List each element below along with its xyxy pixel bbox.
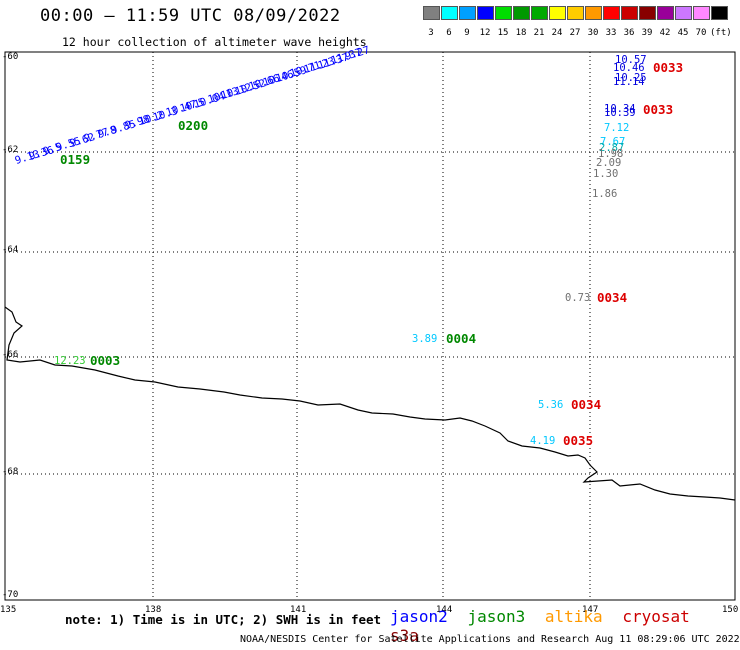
color-scale-label: 27 <box>569 28 581 38</box>
lat-label: -70 <box>2 590 19 600</box>
color-scale-label: 70 <box>695 28 707 38</box>
color-scale-swatch <box>657 6 674 20</box>
legend-jason3: jason3 <box>467 607 526 626</box>
color-scale-label: 36 <box>623 28 635 38</box>
color-scale-swatch <box>639 6 656 20</box>
wave-height-value: 1.86 <box>592 188 618 200</box>
wave-height-value: 2.09 <box>596 157 622 169</box>
color-scale-label: 6 <box>446 28 452 38</box>
color-scale-swatch <box>567 6 584 20</box>
color-scale-swatch <box>423 6 440 20</box>
wave-height-value: 3.89 <box>412 333 438 345</box>
color-scale: 3 6 9 12 15 18 21 24 27 30 33 36 39 42 45 70 (ft) <box>423 6 732 38</box>
lat-label: -64 <box>2 245 19 255</box>
color-scale-label: 39 <box>641 28 653 38</box>
wave-height-value: 1.98 <box>598 148 624 160</box>
color-scale-label: (ft) <box>710 28 732 38</box>
color-scale-swatch <box>621 6 638 20</box>
color-scale-label: 42 <box>659 28 671 38</box>
track-time-label: 0035 <box>563 433 594 448</box>
color-scale-swatch <box>693 6 710 20</box>
wave-height-value: 10.46 <box>613 62 645 74</box>
color-scale-swatch <box>549 6 566 20</box>
track-time-label: 0200 <box>178 118 209 133</box>
track-time-label: 0003 <box>90 353 121 368</box>
color-scale-label: 3 <box>428 28 434 38</box>
lon-label: 138 <box>145 605 162 615</box>
wave-height-value: 11.14 <box>613 76 645 88</box>
color-scale-label: 9 <box>464 28 470 38</box>
wave-height-value: 10.57 <box>615 54 647 66</box>
lat-label: -68 <box>2 467 19 477</box>
color-scale-swatch <box>495 6 512 20</box>
legend-altika: altika <box>544 607 603 626</box>
lon-label: 144 <box>436 605 453 615</box>
lat-label: -60 <box>2 52 19 62</box>
color-scale-label: 33 <box>605 28 617 38</box>
note-text: note: 1) Time is in UTC; 2) SWH is in fe… <box>65 612 382 627</box>
legend-s3a: s3a <box>390 626 419 645</box>
wave-height-value: 0.73 <box>565 292 591 304</box>
color-scale-swatch <box>459 6 476 20</box>
track-time-label: 0033 <box>643 102 674 117</box>
satellite-legend: jason2 jason3 altika cryosat s3a <box>390 607 740 645</box>
color-scale-label: 15 <box>497 28 509 38</box>
color-scale-swatch <box>513 6 530 20</box>
track-time-label: 0034 <box>597 290 628 305</box>
lat-label: -66 <box>2 350 19 360</box>
footer-credit: NOAA/NESDIS Center for Satellite Applica… <box>240 634 740 645</box>
wave-height-value: 7.12 <box>604 122 630 134</box>
lon-label: 150 <box>722 605 739 615</box>
lon-label: 135 <box>0 605 17 615</box>
legend-jason2: jason2 <box>390 607 448 626</box>
coastline <box>4 306 736 501</box>
color-scale-label: 18 <box>515 28 527 38</box>
wave-height-value: 2.87 <box>599 142 625 154</box>
map-frame <box>4 51 736 601</box>
color-scale-label: 45 <box>677 28 689 38</box>
lon-label: 147 <box>582 605 599 615</box>
wave-height-value: 10.39 <box>604 107 636 119</box>
color-scale-label: 24 <box>551 28 563 38</box>
wave-height-value: 7.67 <box>600 136 626 148</box>
color-scale-label: 21 <box>533 28 545 38</box>
color-scale-label: 12 <box>479 28 491 38</box>
graticule <box>5 52 735 600</box>
wave-height-value: 10.34 <box>604 103 636 115</box>
wave-height-value: 12.23 <box>54 355 86 367</box>
lat-label: -62 <box>2 145 19 155</box>
track-time-label: 0159 <box>60 152 91 167</box>
wave-height-value: 1.30 <box>593 168 619 180</box>
color-scale-swatch <box>441 6 458 20</box>
color-scale-swatch <box>531 6 548 20</box>
wave-height-value: 10.25 <box>615 72 647 84</box>
color-scale-swatch <box>603 6 620 20</box>
page-subtitle: 12 hour collection of altimeter wave hei… <box>62 35 367 49</box>
track-time-label: 0004 <box>446 331 477 346</box>
color-scale-label: 30 <box>587 28 599 38</box>
track-time-label: 0034 <box>571 397 602 412</box>
track-time-label: 0033 <box>653 60 684 75</box>
color-scale-swatch <box>477 6 494 20</box>
wave-height-value: 4.19 <box>530 435 556 447</box>
wave-height-value: 5.36 <box>538 399 564 411</box>
legend-cryosat: cryosat <box>622 607 690 626</box>
color-scale-swatch <box>585 6 602 20</box>
color-scale-swatch <box>711 6 728 20</box>
lon-label: 141 <box>290 605 307 615</box>
page-title: 00:00 – 11:59 UTC 08/09/2022 <box>40 6 341 26</box>
color-scale-swatch <box>675 6 692 20</box>
